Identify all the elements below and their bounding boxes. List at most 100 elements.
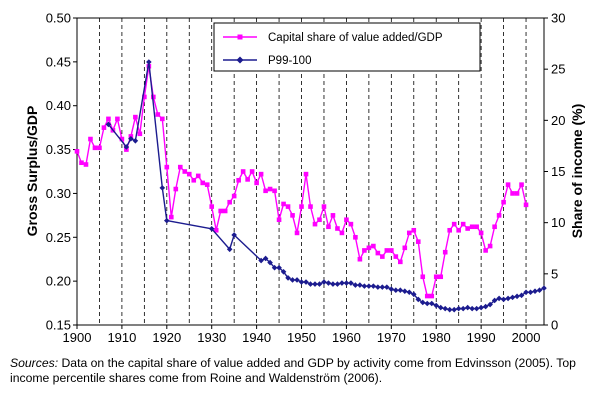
data-point-capital-share	[411, 227, 417, 233]
data-point-p99-100	[208, 226, 215, 232]
data-point-capital-share	[348, 221, 354, 227]
data-point-capital-share	[496, 213, 502, 218]
data-point-p99-100	[433, 302, 440, 309]
data-point-p99-100	[159, 185, 166, 191]
data-point-p99-100	[410, 291, 417, 298]
y-left-tick-label: 0.45	[46, 54, 71, 69]
data-point-p99-100	[271, 264, 278, 271]
data-point-p99-100	[379, 284, 386, 290]
y-axis-right-title: Share of income (%)	[569, 104, 585, 239]
y-right-tick-label: 10	[551, 215, 565, 230]
data-point-p99-100	[267, 259, 273, 266]
data-point-p99-100	[289, 277, 296, 283]
data-point-capital-share	[344, 217, 349, 223]
data-point-capital-share	[465, 226, 470, 231]
data-point-capital-share	[276, 217, 282, 223]
data-point-p99-100	[460, 305, 466, 312]
data-point-p99-100	[280, 268, 287, 275]
data-point-capital-share	[357, 256, 363, 262]
data-point-capital-share	[267, 186, 273, 192]
data-point-p99-100	[231, 232, 237, 238]
data-point-p99-100	[532, 288, 538, 295]
data-point-p99-100	[132, 138, 139, 144]
data-point-capital-share	[362, 248, 367, 253]
caption-lead: Sources:	[10, 356, 59, 370]
y-axis-right: 0 5 10 15 20 25 30	[544, 11, 565, 333]
data-point-capital-share	[424, 293, 430, 299]
data-point-p99-100	[357, 282, 363, 288]
data-point-p99-100	[424, 300, 431, 307]
data-point-capital-share	[393, 254, 399, 259]
data-point-p99-100	[343, 280, 350, 286]
data-point-capital-share	[294, 230, 300, 236]
data-point-p99-100	[487, 301, 493, 308]
data-point-p99-100	[123, 144, 130, 150]
data-point-p99-100	[226, 246, 233, 253]
data-point-capital-share	[106, 116, 111, 122]
data-point-p99-100	[303, 279, 309, 285]
x-tick-label: 1970	[377, 330, 406, 345]
data-point-p99-100	[397, 287, 404, 294]
data-point-capital-share	[281, 201, 286, 207]
data-point-p99-100	[321, 279, 327, 285]
x-tick-label: 1950	[287, 330, 316, 345]
data-point-capital-share	[160, 116, 165, 122]
data-point-p99-100	[514, 293, 520, 300]
data-point-p99-100	[473, 305, 480, 312]
data-point-capital-share	[469, 224, 475, 230]
data-point-capital-share	[474, 224, 479, 230]
data-point-capital-share	[240, 169, 246, 174]
data-point-capital-share	[483, 248, 488, 253]
data-point-p99-100	[393, 287, 399, 294]
x-tick-label: 2000	[512, 330, 541, 345]
series-layer	[74, 59, 547, 313]
data-point-p99-100	[370, 283, 377, 289]
x-tick-label: 1960	[332, 330, 361, 345]
data-point-capital-share	[335, 226, 340, 231]
data-point-capital-share	[433, 274, 439, 280]
data-point-p99-100	[330, 281, 336, 287]
y-left-tick-label: 0.50	[46, 11, 71, 26]
data-point-p99-100	[262, 255, 269, 262]
legend-marker-capital-share	[237, 34, 243, 40]
x-tick-label: 1980	[422, 330, 451, 345]
data-point-capital-share	[177, 164, 183, 170]
data-point-capital-share	[222, 208, 228, 214]
data-point-capital-share	[164, 164, 170, 170]
x-tick-label: 1920	[152, 330, 181, 345]
data-point-p99-100	[258, 257, 264, 264]
data-point-capital-share	[317, 217, 322, 223]
data-point-capital-share	[218, 208, 223, 214]
data-point-capital-share	[249, 169, 255, 174]
data-point-capital-share	[88, 136, 93, 142]
data-point-p99-100	[518, 292, 525, 299]
data-point-p99-100	[464, 304, 471, 311]
data-point-p99-100	[285, 275, 291, 281]
x-tick-label: 1990	[467, 330, 496, 345]
data-point-capital-share	[420, 274, 426, 280]
data-point-capital-share	[353, 234, 358, 240]
legend: Capital share of value added/GDP P99-100	[213, 22, 481, 72]
data-point-capital-share	[519, 182, 524, 187]
x-axis: 1900 1910 1920 1930 1940 1950 1960 1970 1980 1990…	[63, 325, 541, 345]
data-point-capital-share	[74, 149, 80, 154]
data-point-capital-share	[384, 248, 390, 253]
data-point-p99-100	[491, 297, 498, 304]
data-point-capital-share	[263, 188, 268, 194]
data-point-capital-share	[133, 114, 138, 120]
data-point-p99-100	[509, 294, 516, 301]
data-point-capital-share	[209, 204, 215, 209]
data-point-capital-share	[514, 191, 520, 196]
data-point-capital-share	[186, 171, 192, 177]
y-right-tick-label: 15	[551, 164, 565, 179]
data-point-capital-share	[487, 243, 493, 249]
data-point-p99-100	[437, 304, 444, 311]
y-left-tick-label: 0.35	[46, 142, 71, 157]
data-point-capital-share	[389, 248, 394, 253]
data-point-p99-100	[451, 306, 457, 313]
data-point-capital-share	[321, 204, 327, 209]
data-point-capital-share	[97, 145, 102, 151]
data-point-capital-share	[442, 249, 448, 255]
data-point-p99-100	[406, 289, 413, 296]
data-point-p99-100	[419, 299, 426, 306]
